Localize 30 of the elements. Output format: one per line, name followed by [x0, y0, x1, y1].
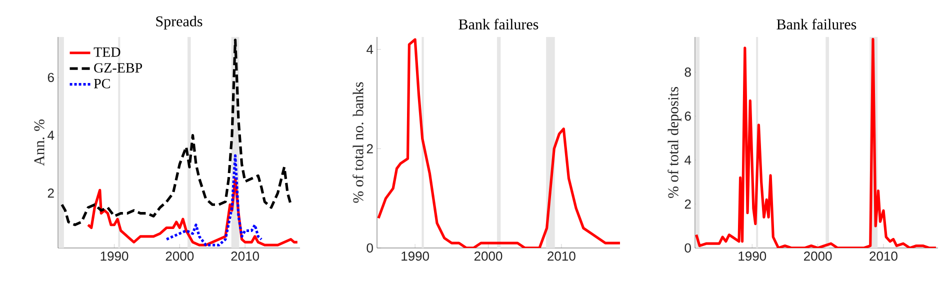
- y-tick-label: 6: [684, 112, 691, 121]
- y-tick-label: 0: [366, 243, 373, 253]
- legend-label: TED: [94, 48, 120, 57]
- x-tick-label: 2010: [231, 252, 260, 261]
- x-tick-label: 2010: [870, 252, 898, 261]
- y-axis-title: Ann. %: [34, 119, 44, 166]
- x-tick-label: 2000: [474, 252, 502, 261]
- chart-title: Spreads: [156, 16, 202, 30]
- chart-title: Bank failures: [776, 18, 856, 30]
- chart-title: Bank failures: [458, 18, 538, 30]
- y-tick-label: 2: [48, 188, 54, 198]
- x-tick-label: 2010: [548, 252, 576, 261]
- x-tick-label: 1990: [402, 252, 430, 261]
- legend-label: PC: [94, 78, 110, 88]
- y-tick-label: 8: [684, 68, 691, 77]
- y-tick-label: 4: [48, 130, 54, 140]
- y-tick-label: 2: [366, 144, 373, 154]
- y-axis-title: % of total no. banks: [352, 82, 364, 203]
- y-axis-title: % of total deposits: [668, 87, 682, 198]
- y-tick-label: 4: [684, 156, 692, 165]
- y-tick-label: 2: [684, 199, 691, 209]
- x-tick-label: 1990: [100, 252, 128, 261]
- x-tick-label: 1990: [738, 252, 766, 261]
- y-tick-label: 4: [366, 44, 374, 54]
- y-tick-label: 0: [684, 243, 691, 253]
- x-tick-label: 2000: [166, 252, 194, 261]
- x-tick-label: 2000: [804, 252, 832, 261]
- legend-label: GZ-EBP: [94, 63, 142, 73]
- line-series: [60, 38, 292, 226]
- y-tick-label: 6: [48, 72, 54, 82]
